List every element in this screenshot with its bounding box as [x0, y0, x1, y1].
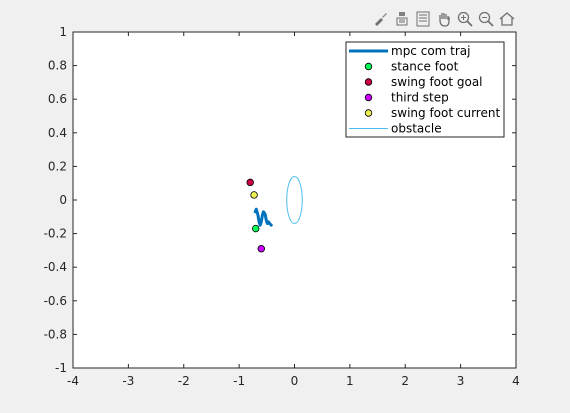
y-tick-label: 0.6 [48, 92, 67, 106]
legend-entry-label: swing foot current [391, 106, 500, 120]
x-tick-label: -1 [233, 374, 245, 388]
y-tick-label: 0.4 [48, 126, 67, 140]
legend-toggle-icon[interactable] [414, 10, 432, 28]
marker-swing-foot-goal [246, 178, 254, 187]
legend-entry-label: third step [391, 91, 449, 105]
legend-entry-label: swing foot goal [391, 75, 483, 89]
x-tick-label: 4 [512, 374, 520, 388]
y-tick-label: 0 [59, 193, 67, 207]
obstacle-ellipse [286, 175, 303, 225]
legend-entry-label: mpc com traj [391, 44, 471, 58]
marker-stance-foot [252, 224, 260, 233]
x-tick-label: -4 [67, 374, 79, 388]
x-tick-label: -2 [178, 374, 190, 388]
x-tick-label: 3 [457, 374, 465, 388]
legend-entry-label: stance foot [391, 60, 459, 74]
y-tick-label: -0.6 [44, 294, 67, 308]
legend-swatch-marker [364, 62, 373, 71]
y-tick-label: 0.2 [48, 159, 67, 173]
series-line-com-traj [253, 207, 273, 227]
y-tick-label: -0.2 [44, 227, 67, 241]
legend-swatch-marker [364, 93, 373, 102]
zoom-in-icon[interactable] [456, 10, 474, 28]
home-icon[interactable] [498, 10, 516, 28]
data-cursor-icon[interactable] [393, 10, 411, 28]
marker-third-step [257, 245, 265, 253]
y-tick-label: -0.8 [44, 327, 67, 341]
x-tick-label: 1 [346, 374, 354, 388]
y-tick-label: 1 [59, 25, 67, 39]
legend-swatch-marker [364, 78, 373, 86]
legend-entry-label: obstacle [391, 122, 442, 136]
x-tick-label: 2 [401, 374, 409, 388]
x-tick-label: 0 [291, 374, 299, 388]
y-tick-label: -0.4 [44, 260, 67, 274]
zoom-out-icon[interactable] [477, 10, 495, 28]
y-tick-label: 0.8 [48, 59, 67, 73]
brush-icon[interactable] [372, 10, 390, 28]
marker-swing-foot-current [250, 191, 258, 199]
pan-hand-icon[interactable] [435, 10, 453, 28]
legend-swatch-marker [364, 109, 373, 117]
plot-layer [246, 175, 303, 253]
ticks-layer: -4 -3 -2 -1 0 1 2 3 4 -1 -0.8 -0.6 -0.4 -0.2 0 0.2 0.4 0.… [44, 25, 520, 388]
y-tick-label: -1 [55, 361, 67, 375]
legend-box [345, 41, 505, 138]
x-tick-label: -3 [122, 374, 134, 388]
figure-toolbar [372, 9, 516, 29]
